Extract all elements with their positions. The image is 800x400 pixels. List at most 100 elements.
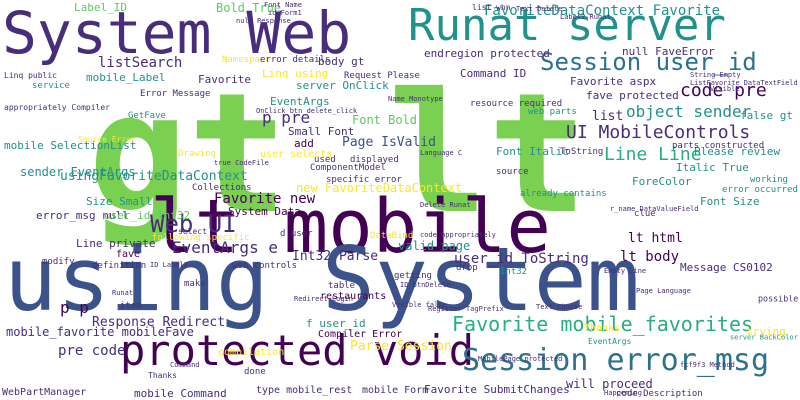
cloud-word: Source Error xyxy=(78,135,136,144)
cloud-word: Drawing xyxy=(178,149,216,159)
cloud-word: GetFave xyxy=(128,111,166,121)
cloud-word: item xyxy=(120,301,142,311)
cloud-word: Command ID xyxy=(460,67,527,80)
cloud-word: f user_id xyxy=(306,317,366,330)
cloud-word: Page IsValid xyxy=(342,135,436,150)
cloud-word: Label2 Runat xyxy=(560,13,611,21)
cloud-word: Line private xyxy=(76,237,156,250)
cloud-word: ID btnDelete xyxy=(400,281,451,289)
cloud-word: Favorite new xyxy=(214,191,316,207)
cloud-word: fcf9f3 Method xyxy=(680,361,735,369)
cloud-word: mobile Form xyxy=(362,385,429,396)
cloud-word: Favorite mobile_favorites xyxy=(452,312,754,336)
cloud-word: ToString xyxy=(560,147,604,157)
cloud-word: d user xyxy=(280,229,313,239)
cloud-word: Runat server xyxy=(408,0,726,51)
cloud-word: Favorite SubmitChanges xyxy=(424,383,570,396)
cloud-word: lt html xyxy=(628,231,683,246)
cloud-word: mobile_Label xyxy=(86,71,166,84)
cloud-word: Linq using xyxy=(262,67,329,80)
cloud-word: list whn xyxy=(472,3,511,12)
cloud-word: sender EventArgs xyxy=(20,165,136,179)
cloud-word: Session error_msg xyxy=(462,343,770,378)
cloud-word: modify xyxy=(42,257,75,267)
cloud-word: Collections xyxy=(192,183,252,193)
cloud-word: Error Message xyxy=(140,89,211,99)
cloud-word: ForeColor xyxy=(632,175,692,188)
cloud-word: code appropriately xyxy=(420,231,496,239)
cloud-word: DataBind xyxy=(370,231,414,241)
cloud-word: pre code xyxy=(58,343,126,359)
cloud-word: getting xyxy=(394,271,432,281)
cloud-word: using System xyxy=(4,228,640,331)
cloud-word: new FavoriteDataContext xyxy=(296,181,463,195)
cloud-word: Bold True xyxy=(216,1,282,15)
cloud-word: Command xyxy=(170,361,200,369)
cloud-word: Please review xyxy=(694,145,781,158)
cloud-word: Visible false xyxy=(392,301,447,309)
cloud-word: Label_ID xyxy=(74,1,127,14)
cloud-word: select xyxy=(178,227,207,236)
cloud-word: Redirect Login xyxy=(294,295,354,303)
cloud-word: true CodeFile xyxy=(214,159,269,167)
cloud-word: Web UI xyxy=(150,210,237,238)
cloud-word: protected void xyxy=(120,326,475,375)
cloud-word: definition xyxy=(92,261,147,271)
cloud-word: Text Delete xyxy=(516,5,563,13)
cloud-word: Favorite aspx xyxy=(570,75,657,88)
cloud-word: valid page xyxy=(398,239,471,253)
cloud-word: Name Monotype xyxy=(388,95,443,103)
cloud-word: parts constructed xyxy=(672,141,765,151)
cloud-word: Text Choose xyxy=(536,303,583,311)
cloud-word: Size Small xyxy=(86,195,153,208)
cloud-word: id Form1 xyxy=(268,9,302,17)
cloud-word: MobilePage protected xyxy=(478,355,563,363)
cloud-word: user selects xyxy=(260,149,333,160)
cloud-word: gt lt xyxy=(88,58,588,251)
cloud-word: code pre xyxy=(680,80,767,101)
cloud-word: following specific xyxy=(152,233,250,243)
cloud-word: resource required xyxy=(470,99,563,109)
cloud-word: error details xyxy=(260,55,331,65)
cloud-word: Small Font xyxy=(288,125,355,138)
cloud-word: null Response xyxy=(236,17,291,25)
cloud-word: fave xyxy=(116,249,141,260)
cloud-word: body gt xyxy=(318,55,365,68)
cloud-word: make xyxy=(184,279,206,289)
cloud-word: code Description xyxy=(616,389,703,399)
cloud-word: mobile SelectionList xyxy=(4,139,137,152)
cloud-word: restaurants xyxy=(320,291,387,302)
cloud-word: error occurred xyxy=(722,185,798,195)
cloud-word: already contains xyxy=(520,189,607,199)
cloud-word: OnClick btn_delete_click xyxy=(256,107,358,115)
cloud-word: p p xyxy=(60,298,89,317)
cloud-word: possible xyxy=(758,295,799,305)
cloud-word: list xyxy=(592,109,624,124)
cloud-word: endregion protected xyxy=(424,47,550,60)
cloud-word: Language C xyxy=(420,149,463,157)
cloud-word: ListFavorite DataTextField xyxy=(690,79,798,87)
cloud-word: System Web xyxy=(2,0,352,67)
cloud-word: Int32 xyxy=(500,267,528,277)
cloud-word: EventArgs xyxy=(588,337,632,346)
cloud-word: Font Size xyxy=(700,195,760,208)
cloud-word: server BackColor xyxy=(730,333,799,342)
cloud-word: Visible xyxy=(710,85,740,93)
cloud-word: Italic True xyxy=(676,161,749,174)
cloud-word: mobile_favorite mobileFave xyxy=(6,325,194,339)
cloud-word: user_id ToString xyxy=(454,251,589,267)
cloud-word: EventArgs xyxy=(270,95,330,108)
cloud-word: ID Label2 xyxy=(150,261,188,269)
cloud-word: error_msg null xyxy=(36,209,129,222)
cloud-word: Font Bold xyxy=(352,113,418,127)
cloud-word: drop xyxy=(456,263,478,273)
cloud-word: Response Redirect xyxy=(92,315,226,330)
cloud-word: web controls xyxy=(232,261,298,271)
cloud-word: FavoriteDataContext Favorite xyxy=(484,3,721,19)
cloud-word: done xyxy=(244,367,266,377)
cloud-word: fave protected xyxy=(586,89,679,102)
cloud-word: Parse Session xyxy=(350,339,452,354)
cloud-word: Empty Line xyxy=(604,267,647,275)
cloud-word: Page Language xyxy=(636,287,691,295)
